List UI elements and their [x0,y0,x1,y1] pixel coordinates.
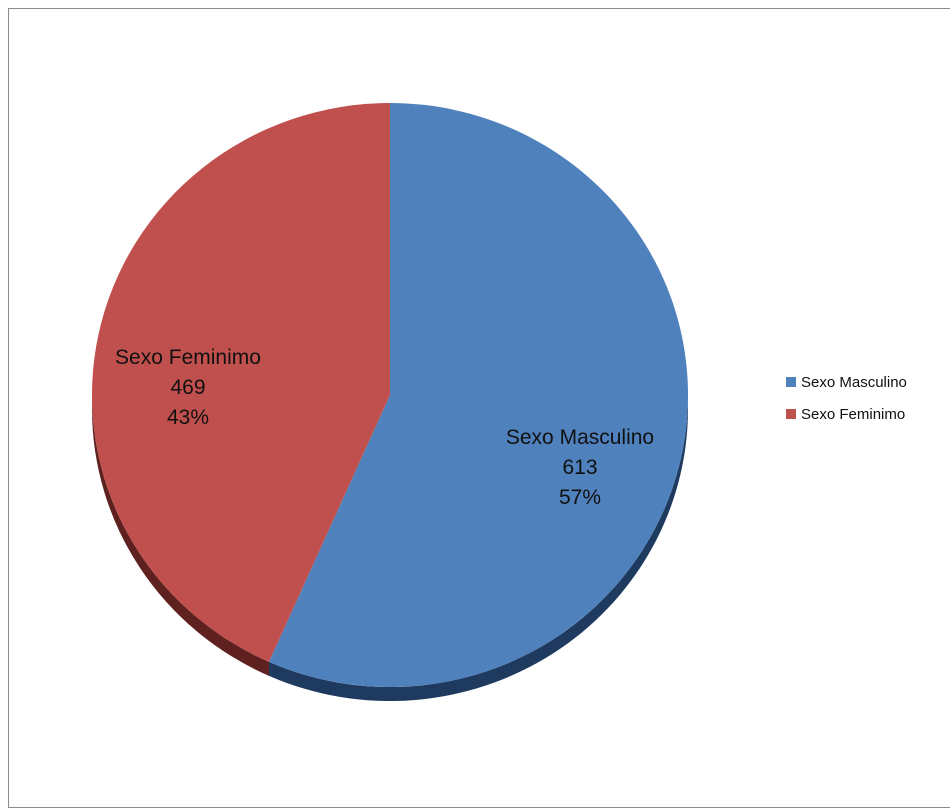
pie-chart: Sexo Masculino 613 57% Sexo Feminimo 469… [91,103,688,701]
pie-slice-sexo-masculino [269,103,688,687]
pie-side-sexo-masculino [269,395,688,701]
legend-swatch-masculino [786,377,796,387]
legend-label-masculino: Sexo Masculino [801,373,907,391]
pie-3d-sides [92,395,688,701]
slice-label-feminimo-value: 469 [170,376,205,399]
legend-label-feminimo: Sexo Feminimo [801,405,906,423]
legend-swatch-feminimo [786,409,796,419]
slice-label-feminimo-name: Sexo Feminimo [115,346,261,369]
pie-side-sexo-feminimo [92,395,270,676]
legend: Sexo Masculino Sexo Feminimo [786,373,907,437]
pie-data-labels: Sexo Masculino 613 57% Sexo Feminimo 469… [115,346,654,509]
legend-item-feminimo: Sexo Feminimo [786,405,907,423]
slice-label-masculino-percent: 57% [559,486,601,509]
legend-item-masculino: Sexo Masculino [786,373,907,391]
slice-label-masculino-value: 613 [562,456,597,479]
slice-label-feminimo-percent: 43% [167,406,209,429]
slice-label-masculino-name: Sexo Masculino [506,426,654,449]
pie-slice-sexo-feminimo [91,103,390,662]
pie-slices [91,103,688,687]
